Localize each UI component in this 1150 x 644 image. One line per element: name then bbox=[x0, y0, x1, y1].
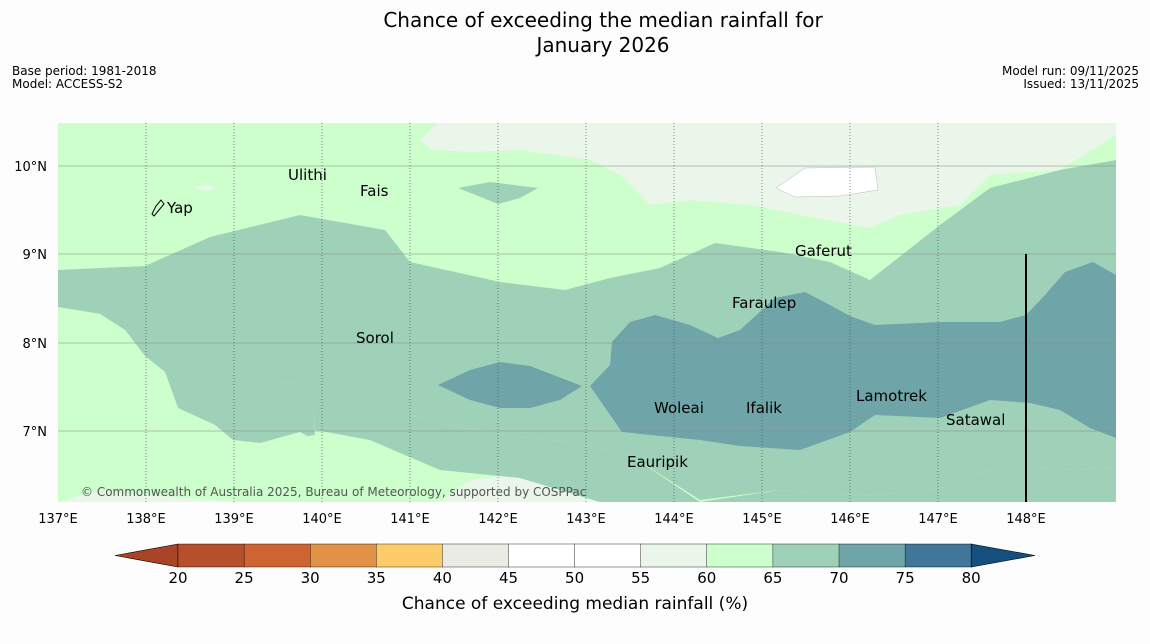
colorbar-extend-high bbox=[970, 543, 1036, 568]
place-gaferut: Gaferut bbox=[795, 242, 852, 260]
colorbar-title: Chance of exceeding median rainfall (%) bbox=[402, 594, 748, 614]
colorbar-segment-45-50 bbox=[508, 543, 576, 568]
place-sorol: Sorol bbox=[356, 329, 394, 347]
base-period: Base period: 1981-2018 bbox=[12, 64, 157, 78]
lon-label-147e: 147°E bbox=[918, 512, 958, 527]
colorbar-segment-35-40 bbox=[376, 543, 444, 568]
place-faraulep: Faraulep bbox=[732, 294, 796, 312]
colorbar-segment-55-60 bbox=[640, 543, 708, 568]
colorbar-tick-70: 70 bbox=[829, 569, 848, 587]
colorbar-tick-40: 40 bbox=[433, 569, 452, 587]
place-lamotrek: Lamotrek bbox=[856, 387, 927, 405]
colorbar-segment-30-35 bbox=[310, 543, 378, 568]
map-title: Chance of exceeding the median rainfall … bbox=[0, 8, 1150, 58]
colorbar-tick-55: 55 bbox=[631, 569, 650, 587]
colorbar-segment-25-30 bbox=[243, 543, 311, 568]
lat-label-8n: 8°N bbox=[23, 337, 48, 352]
lat-label-9n: 9°N bbox=[23, 248, 48, 263]
lon-label-142e: 142°E bbox=[478, 512, 518, 527]
colorbar: 20 25 30 35 40 45 50 55 60 65 70 75 80 bbox=[114, 543, 1036, 587]
colorbar-tick-30: 30 bbox=[301, 569, 320, 587]
colorbar-segment-75-80 bbox=[904, 543, 972, 568]
band-70-75-west bbox=[438, 362, 582, 408]
issued-date: Issued: 13/11/2025 bbox=[1023, 77, 1139, 91]
band-45-55-blob bbox=[775, 166, 879, 198]
lat-label-10n: 10°N bbox=[14, 160, 47, 175]
lat-label-7n: 7°N bbox=[23, 425, 48, 440]
place-ifalik: Ifalik bbox=[746, 399, 782, 417]
place-fais: Fais bbox=[360, 182, 389, 200]
yap-island-shape bbox=[151, 199, 165, 217]
colorbar-tick-65: 65 bbox=[763, 569, 782, 587]
colorbar-segment-70-75 bbox=[838, 543, 906, 568]
map-area bbox=[58, 123, 1116, 502]
colorbar-extend-low bbox=[114, 543, 179, 568]
colorbar-segment-20-25 bbox=[177, 543, 245, 568]
colorbar-tick-45: 45 bbox=[499, 569, 518, 587]
colorbar-segment-50-55 bbox=[574, 543, 642, 568]
band-65-70-south bbox=[275, 382, 1116, 502]
band-55-60-yap bbox=[192, 185, 216, 191]
lon-label-138e: 138°E bbox=[126, 512, 166, 527]
copyright-notice: © Commonwealth of Australia 2025, Bureau… bbox=[81, 485, 586, 499]
model-name: Model: ACCESS-S2 bbox=[12, 77, 124, 91]
colorbar-tick-35: 35 bbox=[367, 569, 386, 587]
lon-label-143e: 143°E bbox=[566, 512, 606, 527]
colorbar-tick-20: 20 bbox=[168, 569, 187, 587]
lon-gridlines bbox=[145, 123, 939, 502]
band-55-60-eauripik bbox=[440, 476, 600, 502]
lat-gridlines bbox=[58, 165, 1116, 432]
place-yap: Yap bbox=[166, 199, 193, 217]
meta-left: Base period: 1981-2018 Model: ACCESS-S2 bbox=[12, 65, 157, 91]
lon-label-141e: 141°E bbox=[390, 512, 430, 527]
colorbar-tick-80: 80 bbox=[962, 569, 981, 587]
place-satawal: Satawal bbox=[946, 411, 1005, 429]
colorbar-segment-40-45 bbox=[442, 543, 510, 568]
lon-label-140e: 140°E bbox=[302, 512, 342, 527]
colorbar-tick-75: 75 bbox=[896, 569, 915, 587]
lon-labels: 137°E 138°E 139°E 140°E 141°E 142°E 143°… bbox=[38, 512, 1046, 527]
lon-label-144e: 144°E bbox=[654, 512, 694, 527]
colorbar-tick-60: 60 bbox=[697, 569, 716, 587]
lon-label-137e: 137°E bbox=[38, 512, 78, 527]
lon-label-148e: 148°E bbox=[1006, 512, 1046, 527]
colorbar-tick-25: 25 bbox=[235, 569, 254, 587]
model-run: Model run: 09/11/2025 bbox=[1001, 64, 1139, 78]
meta-right: Model run: 09/11/2025 Issued: 13/11/2025 bbox=[1002, 65, 1139, 91]
band-55-60-north bbox=[420, 123, 1116, 228]
lon-label-146e: 146°E bbox=[830, 512, 870, 527]
title-line-1: Chance of exceeding the median rainfall … bbox=[383, 8, 823, 32]
colorbar-tick-50: 50 bbox=[565, 569, 584, 587]
lat-labels: 10°N 9°N 8°N 7°N bbox=[14, 160, 47, 440]
place-eauripik: Eauripik bbox=[627, 453, 688, 471]
lon-label-145e: 145°E bbox=[742, 512, 782, 527]
colorbar-segment-65-70 bbox=[772, 543, 840, 568]
place-ulithi: Ulithi bbox=[288, 166, 327, 184]
place-labels: Ulithi Fais Yap Gaferut Faraulep Sorol L… bbox=[166, 166, 1005, 471]
place-woleai: Woleai bbox=[654, 399, 704, 417]
colorbar-segment-60-65 bbox=[706, 543, 774, 568]
lon-label-139e: 139°E bbox=[214, 512, 254, 527]
title-line-2: January 2026 bbox=[536, 33, 670, 57]
band-55-60-south bbox=[58, 490, 240, 502]
band-70-75-east bbox=[590, 262, 1116, 450]
